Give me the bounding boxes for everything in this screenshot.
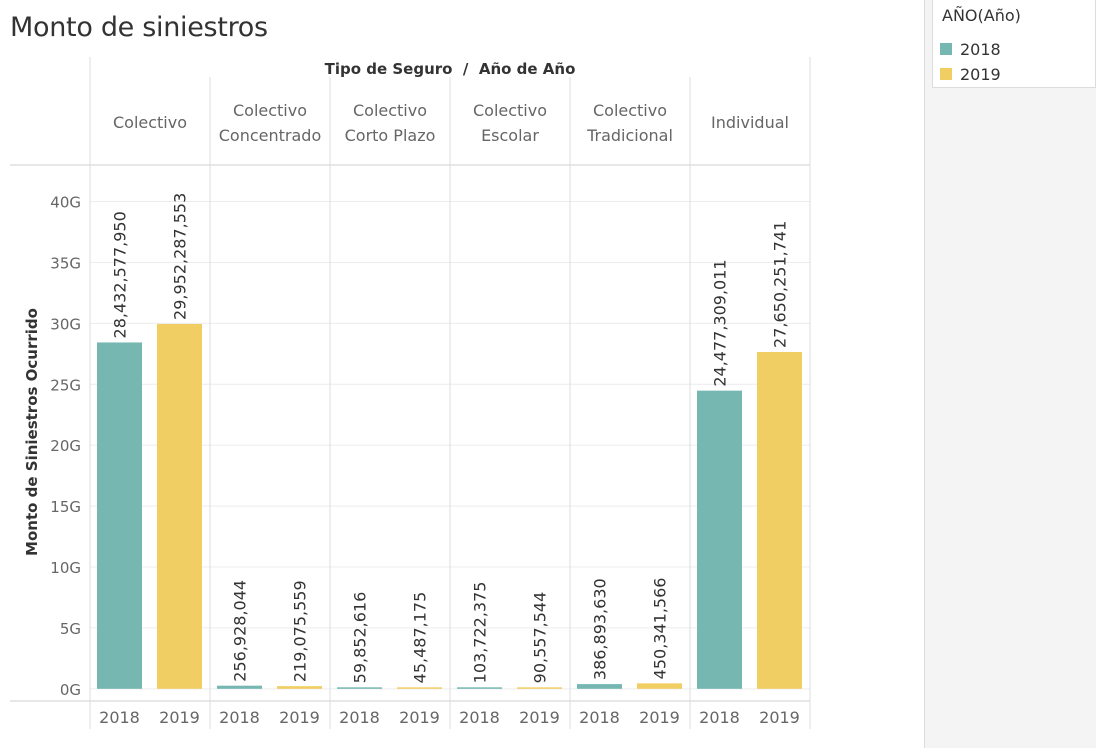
x-axis-ticks: 2018 2019 2018 2019 2018 2019 2018 2019 2018 2019…	[99, 708, 800, 727]
y-axis-label: Monto de Siniestros Ocurrido	[23, 308, 41, 556]
x-tick-label: 2018	[459, 708, 500, 727]
y-tick-label: 0G	[60, 681, 81, 699]
bar	[157, 323, 202, 689]
y-tick-label: 5G	[60, 620, 81, 638]
legend-label-2018: 2018	[960, 39, 1001, 59]
data-label: 103,722,375	[471, 582, 490, 684]
y-axis-ticks: 0G 5G 10G 15G 20G 25G 30G 35G 40G	[50, 194, 81, 699]
y-tick-label: 30G	[50, 315, 81, 333]
y-tick-label: 35G	[50, 254, 81, 272]
bar	[337, 687, 382, 689]
bar	[457, 687, 502, 689]
data-label: 256,928,044	[231, 580, 250, 682]
category-header-line: Concentrado	[219, 126, 321, 145]
x-tick-label: 2019	[519, 708, 560, 727]
bar	[217, 685, 262, 689]
legend-swatch-2019	[940, 68, 952, 80]
bar	[97, 342, 142, 689]
data-label: 90,557,544	[531, 592, 550, 684]
data-label: 450,341,566	[651, 578, 670, 680]
category-header-line: Colectivo	[353, 101, 427, 120]
bar	[577, 684, 622, 689]
category-header-line: Individual	[711, 113, 789, 132]
legend-item-2019[interactable]: 2019	[940, 64, 1001, 84]
data-label: 59,852,616	[351, 592, 370, 684]
bar	[277, 686, 322, 689]
x-tick-label: 2018	[99, 708, 140, 727]
category-header-line: Escolar	[481, 126, 539, 145]
bar	[697, 390, 742, 689]
bar-chart: Tipo de Seguro / Año de Año Monto de Sin…	[10, 57, 811, 729]
data-label: 27,650,251,741	[771, 221, 790, 348]
bar	[397, 687, 442, 689]
column-header: Tipo de Seguro / Año de Año	[325, 60, 576, 78]
y-tick-label: 20G	[50, 437, 81, 455]
y-tick-label: 25G	[50, 376, 81, 394]
x-tick-label: 2018	[219, 708, 260, 727]
bar	[637, 683, 682, 689]
x-tick-label: 2019	[639, 708, 680, 727]
x-tick-label: 2019	[759, 708, 800, 727]
y-tick-label: 15G	[50, 498, 81, 516]
y-tick-label: 10G	[50, 559, 81, 577]
bar	[517, 687, 562, 689]
category-header-line: Tradicional	[586, 126, 673, 145]
legend-swatch-2018	[940, 43, 952, 55]
chart-title: Monto de siniestros	[10, 12, 268, 43]
category-header-line: Corto Plazo	[345, 126, 436, 145]
legend-title: AÑO(Año)	[942, 6, 1021, 25]
legend-item-2018[interactable]: 2018	[940, 39, 1001, 59]
y-tick-label: 40G	[50, 194, 81, 212]
legend[interactable]	[932, 0, 1096, 88]
category-header-line: Colectivo	[593, 101, 667, 120]
data-label: 28,432,577,950	[111, 211, 130, 338]
category-header-line: Colectivo	[113, 113, 187, 132]
x-tick-label: 2019	[399, 708, 440, 727]
data-label: 386,893,630	[591, 578, 610, 680]
x-tick-label: 2019	[159, 708, 200, 727]
category-header-line: Colectivo	[233, 101, 307, 120]
legend-label-2019: 2019	[960, 64, 1001, 84]
x-tick-label: 2018	[699, 708, 740, 727]
data-label: 24,477,309,011	[711, 259, 730, 386]
data-label: 45,487,175	[411, 592, 430, 684]
bar	[757, 351, 802, 689]
category-header-line: Colectivo	[473, 101, 547, 120]
legend-panel	[924, 0, 1096, 748]
data-label: 29,952,287,553	[171, 193, 190, 320]
category-headers: Colectivo Colectivo Concentrado Colectivo Co…	[113, 101, 789, 145]
x-tick-label: 2019	[279, 708, 320, 727]
data-labels: 28,432,577,950 29,952,287,553 256,928,044 2…	[111, 193, 790, 684]
bars	[97, 323, 802, 689]
data-label: 219,075,559	[291, 580, 310, 682]
x-tick-label: 2018	[579, 708, 620, 727]
panes	[10, 57, 811, 729]
x-tick-label: 2018	[339, 708, 380, 727]
